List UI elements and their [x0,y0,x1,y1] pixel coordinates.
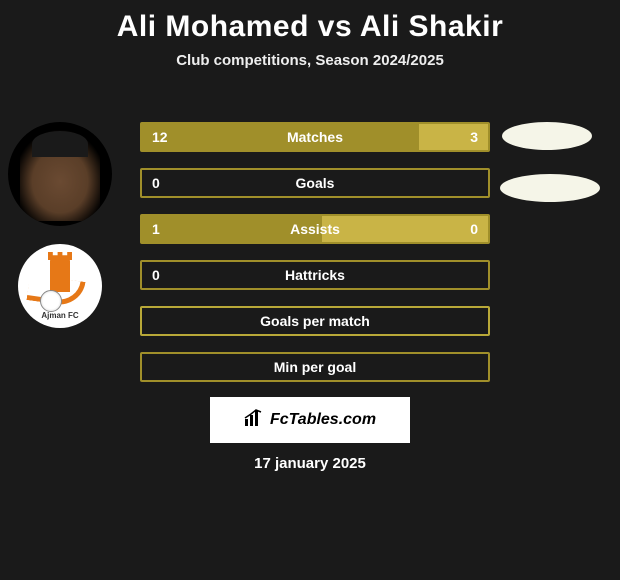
stat-row: Min per goal [140,352,490,382]
club-logo: Ajman FC [18,244,102,328]
stat-value-left: 0 [152,267,160,283]
stat-value-left: 1 [152,221,160,237]
stat-row: Goals0 [140,168,490,198]
player-avatar [8,122,112,226]
stat-label: Min per goal [142,359,488,375]
watermark-text: FcTables.com [270,411,376,429]
stat-row: Hattricks0 [140,260,490,290]
ball-icon [40,290,62,312]
left-avatars: Ajman FC [8,122,112,328]
chart-icon [244,409,264,432]
date-label: 17 january 2025 [0,455,620,472]
stat-row: Goals per match [140,306,490,336]
stat-label: Matches [142,129,488,145]
stat-row: Matches12 3 [140,122,490,152]
stat-label: Goals [142,175,488,191]
blank-pill-icon [500,174,600,202]
stat-value-right: 0 [470,221,478,237]
face-icon [20,127,100,221]
stats-bars: Matches123Goals0Assists10Hattricks0Goals… [140,122,490,398]
stat-value-right: 3 [470,129,478,145]
watermark: FcTables.com [210,397,410,443]
right-pills [502,122,600,202]
subtitle: Club competitions, Season 2024/2025 [0,52,620,69]
club-logo-text: Ajman FC [18,311,102,320]
stat-value-left: 12 [152,129,168,145]
tower-icon [50,258,70,292]
stat-row: Assists1 0 [140,214,490,244]
stat-label: Hattricks [142,267,488,283]
page-title: Ali Mohamed vs Ali Shakir [0,0,620,44]
blank-pill-icon [502,122,592,150]
stat-value-left: 0 [152,175,160,191]
stat-label: Assists [142,221,488,237]
stat-label: Goals per match [142,313,488,329]
